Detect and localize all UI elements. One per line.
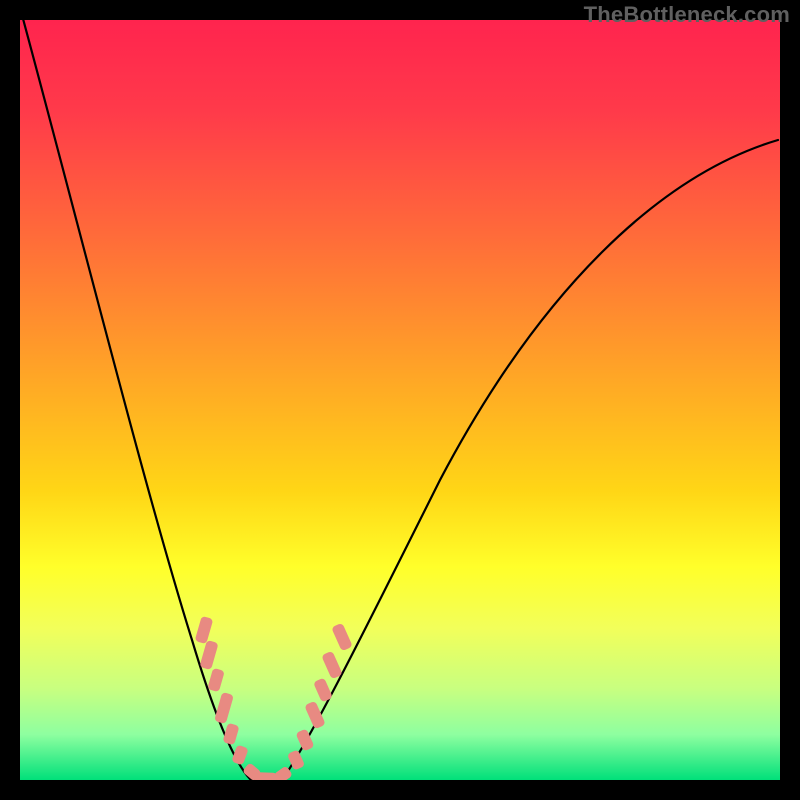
- chart-container: [20, 20, 780, 780]
- curve-marker: [255, 772, 277, 780]
- watermark-text: TheBottleneck.com: [584, 2, 790, 28]
- bottleneck-chart: [20, 20, 780, 780]
- gradient-background: [20, 20, 780, 780]
